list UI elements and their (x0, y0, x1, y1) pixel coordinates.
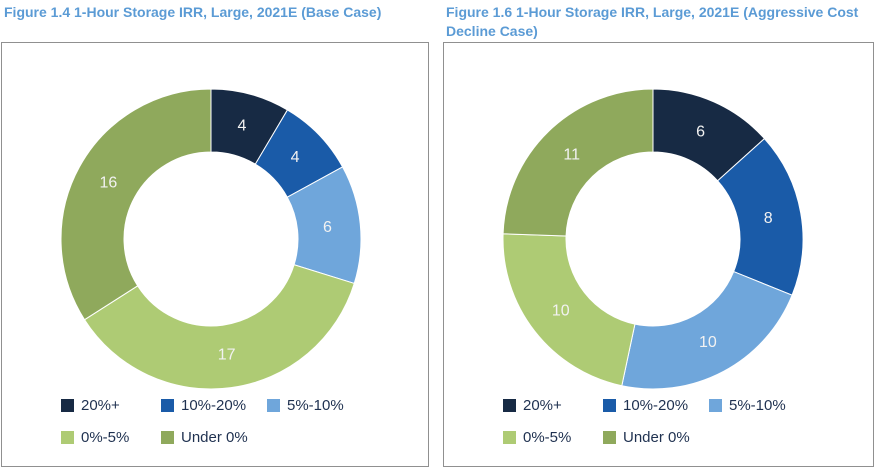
legend-item-10-20-: 10%-20% (603, 397, 709, 414)
legend-item-5-10-: 5%-10% (267, 397, 428, 414)
legend-label: 5%-10% (729, 397, 786, 414)
segment-value-label: 17 (218, 347, 236, 364)
segment-value-label: 6 (323, 219, 332, 236)
segment-value-label: 4 (291, 149, 300, 166)
segment-value-label: 10 (552, 303, 570, 320)
legend-swatch-icon (161, 399, 174, 412)
legend-label: 0%-5% (81, 429, 130, 446)
segment-value-label: 10 (699, 334, 717, 351)
segment-value-label: 8 (764, 210, 773, 227)
chart-panel-aggressive-case: 6 8 10 10 11 20%+ 10%-20% 5%-10% 0%-5% Under 0% (443, 42, 874, 467)
legend-item-0-5-: 0%-5% (503, 429, 603, 446)
legend-label: 0%-5% (523, 429, 572, 446)
segment-value-label: 11 (563, 146, 580, 163)
legend-label: 5%-10% (287, 397, 344, 414)
legend-swatch-icon (603, 431, 616, 444)
donut-segment-Under 0% (60, 88, 212, 321)
legend-item-20-: 20%+ (61, 397, 161, 414)
figure-title-aggressive-case: Figure 1.6 1-Hour Storage IRR, Large, 20… (446, 4, 859, 39)
legend-swatch-icon (603, 399, 616, 412)
donut-segment-0%-5% (502, 233, 636, 387)
legend-item-5-10-: 5%-10% (709, 397, 873, 414)
legend-swatch-icon (503, 431, 516, 444)
donut-segment-Under 0% (502, 88, 654, 237)
legend-swatch-icon (503, 399, 516, 412)
legend-swatch-icon (709, 399, 722, 412)
legend-swatch-icon (61, 431, 74, 444)
legend-item-under-0-: Under 0% (161, 429, 267, 446)
legend-swatch-icon (267, 399, 280, 412)
segment-value-label: 4 (237, 118, 246, 135)
legend-label: 10%-20% (623, 397, 689, 414)
segment-value-label: 16 (100, 174, 118, 191)
figure-title-base-case: Figure 1.4 1-Hour Storage IRR, Large, 20… (4, 4, 382, 20)
legend-item-under-0-: Under 0% (603, 429, 709, 446)
donut-segment-0%-5% (83, 264, 355, 390)
legend-item-20-: 20%+ (503, 397, 603, 414)
chart-legend-base-case: 20%+ 10%-20% 5%-10% 0%-5% Under 0% (2, 397, 428, 446)
legend-item-10-20-: 10%-20% (161, 397, 267, 414)
legend-swatch-icon (61, 399, 74, 412)
chart-panel-base-case: 4 4 6 17 16 20%+ 10%-20% 5%-10% 0%-5% Under 0% (1, 42, 429, 467)
donut-segment-5%-10% (621, 270, 793, 390)
legend-swatch-icon (161, 431, 174, 444)
legend-label: Under 0% (623, 429, 690, 446)
legend-label: 20%+ (523, 397, 562, 414)
legend-item-0-5-: 0%-5% (61, 429, 161, 446)
figure-aggressive-cost-decline-case: Figure 1.6 1-Hour Storage IRR, Large, 20… (443, 0, 874, 474)
legend-label: 10%-20% (181, 397, 247, 414)
figure-base-case: Figure 1.4 1-Hour Storage IRR, Large, 20… (1, 0, 429, 474)
segment-value-label: 6 (696, 124, 705, 141)
chart-legend-aggressive-case: 20%+ 10%-20% 5%-10% 0%-5% Under 0% (444, 397, 873, 446)
donut-chart-base-case: 4 4 6 17 16 (60, 88, 362, 390)
donut-chart-aggressive-case: 6 8 10 10 11 (502, 88, 804, 390)
legend-label: Under 0% (181, 429, 248, 446)
legend-label: 20%+ (81, 397, 120, 414)
